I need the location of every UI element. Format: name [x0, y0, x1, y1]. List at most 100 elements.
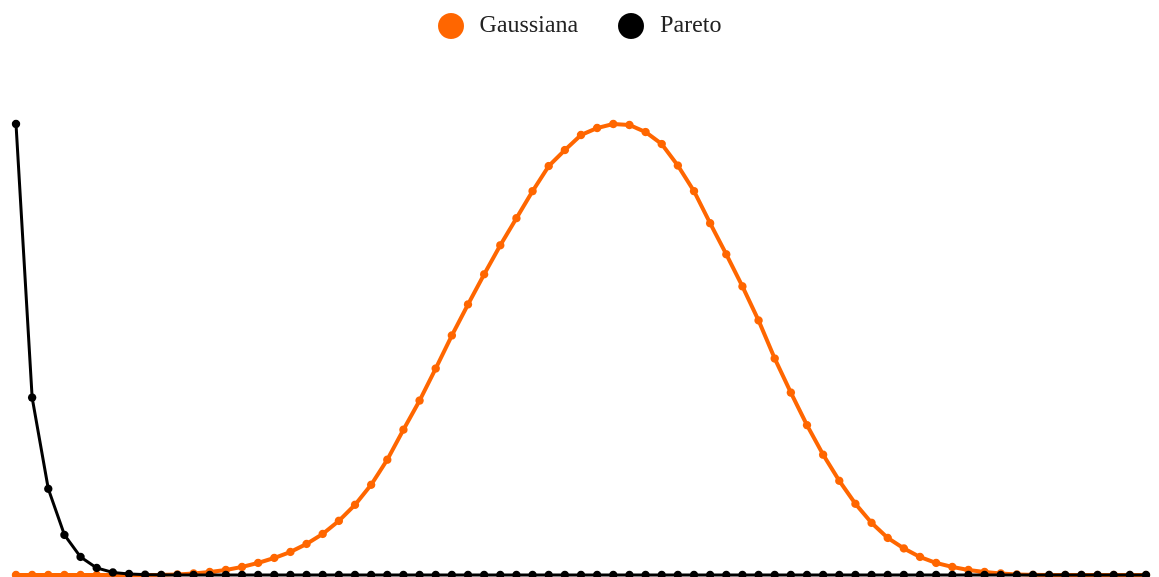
data-point-gaussiana[interactable] [560, 145, 570, 155]
data-point-gaussiana[interactable] [463, 300, 473, 309]
data-point-pareto[interactable] [92, 563, 101, 573]
data-point-pareto[interactable] [1061, 570, 1070, 577]
data-point-pareto[interactable] [1093, 570, 1102, 577]
data-point-pareto[interactable] [722, 570, 731, 577]
data-point-pareto[interactable] [1028, 570, 1038, 577]
data-point-pareto[interactable] [1125, 570, 1135, 577]
data-point-gaussiana[interactable] [544, 161, 553, 171]
legend-item-gaussiana[interactable]: Gaussiana [437, 12, 578, 39]
data-point-pareto[interactable] [802, 570, 812, 577]
data-point-pareto[interactable] [899, 570, 909, 577]
data-point-pareto[interactable] [528, 570, 537, 577]
data-point-gaussiana[interactable] [383, 455, 392, 464]
data-point-pareto[interactable] [851, 570, 860, 577]
data-point-gaussiana[interactable] [350, 500, 360, 510]
data-point-pareto[interactable] [463, 570, 473, 577]
data-point-pareto[interactable] [705, 570, 715, 577]
data-point-gaussiana[interactable] [302, 539, 311, 549]
data-point-pareto[interactable] [948, 570, 957, 577]
data-point-gaussiana[interactable] [11, 570, 21, 577]
data-point-pareto[interactable] [770, 570, 779, 577]
data-point-gaussiana[interactable] [705, 219, 715, 228]
data-point-pareto[interactable] [302, 570, 311, 577]
data-point-gaussiana[interactable] [76, 570, 85, 577]
data-point-gaussiana[interactable] [479, 270, 489, 279]
data-point-pareto[interactable] [479, 570, 489, 577]
data-point-gaussiana[interactable] [722, 250, 731, 259]
data-point-pareto[interactable] [286, 570, 295, 577]
data-point-gaussiana[interactable] [625, 120, 634, 130]
data-point-pareto[interactable] [383, 570, 392, 577]
data-point-gaussiana[interactable] [818, 450, 828, 459]
data-point-gaussiana[interactable] [673, 161, 683, 170]
data-point-pareto[interactable] [641, 570, 650, 577]
data-point-gaussiana[interactable] [253, 558, 263, 568]
data-point-pareto[interactable] [1044, 570, 1054, 577]
data-point-pareto[interactable] [915, 570, 925, 577]
data-point-gaussiana[interactable] [738, 282, 747, 291]
data-point-pareto[interactable] [818, 570, 828, 577]
data-point-gaussiana[interactable] [528, 186, 537, 196]
data-point-pareto[interactable] [221, 570, 231, 577]
data-point-pareto[interactable] [124, 569, 134, 577]
data-point-gaussiana[interactable] [27, 570, 37, 577]
data-point-pareto[interactable] [867, 570, 876, 577]
data-point-pareto[interactable] [980, 570, 989, 577]
data-point-gaussiana[interactable] [44, 570, 53, 577]
data-point-gaussiana[interactable] [770, 354, 779, 363]
data-point-pareto[interactable] [447, 570, 457, 577]
data-point-pareto[interactable] [44, 484, 53, 494]
data-point-pareto[interactable] [689, 570, 699, 577]
data-point-gaussiana[interactable] [931, 558, 941, 568]
data-point-gaussiana[interactable] [867, 518, 876, 528]
data-point-gaussiana[interactable] [915, 552, 925, 562]
data-point-pareto[interactable] [738, 570, 747, 577]
data-point-gaussiana[interactable] [641, 127, 650, 137]
data-point-gaussiana[interactable] [899, 544, 909, 553]
data-point-pareto[interactable] [76, 552, 85, 562]
data-point-gaussiana[interactable] [334, 516, 344, 526]
data-point-pareto[interactable] [673, 570, 683, 577]
data-point-pareto[interactable] [415, 570, 424, 577]
data-point-gaussiana[interactable] [447, 331, 457, 340]
data-point-gaussiana[interactable] [609, 119, 618, 129]
data-point-pareto[interactable] [786, 570, 796, 577]
data-point-pareto[interactable] [11, 119, 21, 129]
data-point-pareto[interactable] [1141, 570, 1151, 577]
data-point-pareto[interactable] [609, 570, 618, 577]
data-point-gaussiana[interactable] [399, 425, 408, 434]
data-point-pareto[interactable] [931, 570, 941, 577]
data-point-pareto[interactable] [1012, 570, 1022, 577]
data-point-pareto[interactable] [205, 570, 214, 577]
data-point-pareto[interactable] [512, 570, 521, 577]
data-point-pareto[interactable] [1077, 570, 1086, 577]
data-point-gaussiana[interactable] [366, 480, 376, 489]
data-point-gaussiana[interactable] [576, 130, 586, 140]
data-point-gaussiana[interactable] [835, 476, 844, 485]
data-point-pareto[interactable] [140, 570, 150, 577]
data-point-pareto[interactable] [835, 570, 844, 577]
data-point-pareto[interactable] [431, 570, 440, 577]
data-point-pareto[interactable] [754, 570, 763, 577]
data-point-gaussiana[interactable] [92, 570, 101, 577]
legend-item-pareto[interactable]: Pareto [618, 12, 721, 39]
data-point-pareto[interactable] [576, 570, 586, 577]
data-point-pareto[interactable] [366, 570, 376, 577]
data-point-pareto[interactable] [883, 570, 892, 577]
data-point-pareto[interactable] [270, 570, 279, 577]
data-point-gaussiana[interactable] [237, 562, 247, 572]
data-point-pareto[interactable] [496, 570, 505, 577]
data-point-gaussiana[interactable] [851, 499, 860, 509]
data-point-gaussiana[interactable] [883, 533, 892, 543]
data-point-gaussiana[interactable] [802, 420, 812, 430]
data-point-pareto[interactable] [996, 570, 1005, 577]
data-point-pareto[interactable] [1109, 570, 1118, 577]
data-point-pareto[interactable] [592, 570, 602, 577]
data-point-gaussiana[interactable] [415, 396, 424, 405]
data-point-gaussiana[interactable] [431, 364, 440, 373]
data-point-gaussiana[interactable] [657, 139, 666, 149]
data-point-pareto[interactable] [189, 570, 198, 577]
data-point-gaussiana[interactable] [786, 388, 796, 397]
data-point-gaussiana[interactable] [496, 241, 505, 250]
data-point-pareto[interactable] [544, 570, 553, 577]
